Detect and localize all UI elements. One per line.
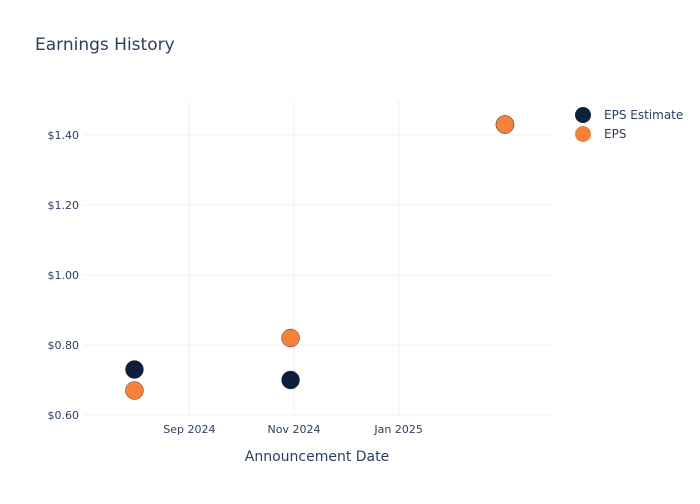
y-tick-label: $1.00 bbox=[48, 269, 80, 282]
chart-title: Earnings History bbox=[35, 35, 175, 55]
data-point-eps[interactable] bbox=[495, 115, 515, 134]
legend-marker[interactable] bbox=[575, 107, 591, 123]
grid-layer bbox=[83, 100, 553, 416]
y-tick-label: $0.80 bbox=[48, 339, 80, 352]
x-axis-title: Announcement Date bbox=[245, 449, 389, 465]
data-point-eps[interactable] bbox=[281, 328, 300, 348]
data-point-eps[interactable] bbox=[125, 381, 144, 400]
legend-label[interactable]: EPS bbox=[604, 127, 626, 141]
legend-marker[interactable] bbox=[575, 126, 591, 142]
x-tick-label: Sep 2024 bbox=[163, 423, 215, 436]
y-tick-label: $1.40 bbox=[48, 129, 80, 142]
x-tick-label: Nov 2024 bbox=[268, 423, 321, 436]
y-tick-label: $1.20 bbox=[48, 199, 80, 212]
axis-layer: $0.60 $0.80 $1.00 $1.20 $1.40 Sep 2024 Nov 202… bbox=[48, 129, 423, 436]
legend-label[interactable]: EPS Estimate bbox=[604, 108, 683, 122]
data-point-eps-estimate[interactable] bbox=[281, 370, 300, 390]
x-tick-label: Jan 2025 bbox=[373, 423, 422, 436]
legend: EPS Estimate EPS bbox=[575, 107, 683, 142]
y-tick-label: $0.60 bbox=[48, 409, 80, 422]
points-layer bbox=[125, 115, 515, 400]
data-point-eps-estimate[interactable] bbox=[125, 360, 144, 379]
